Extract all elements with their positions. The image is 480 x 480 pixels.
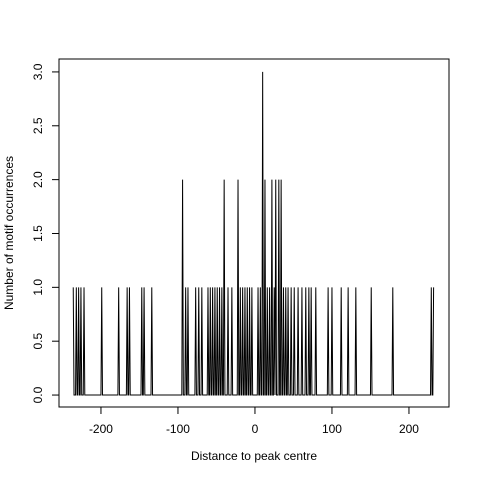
- y-tick-label: 2.5: [31, 117, 45, 134]
- y-tick-label: 1.0: [31, 279, 45, 296]
- y-tick-label: 0.5: [31, 333, 45, 350]
- x-tick-label: -200: [89, 422, 113, 436]
- data-line: [72, 71, 435, 396]
- y-tick-label: 2.0: [31, 171, 45, 188]
- y-tick-label: 3.0: [31, 63, 45, 80]
- x-tick-label: 0: [252, 422, 259, 436]
- plot-frame: [58, 58, 450, 408]
- x-tick-label: 100: [322, 422, 342, 436]
- y-axis-title: Number of motif occurrences: [2, 156, 16, 310]
- y-tick-label: 0.0: [31, 386, 45, 403]
- x-tick-label: 200: [399, 422, 419, 436]
- x-tick-label: -100: [166, 422, 190, 436]
- y-tick-label: 1.5: [31, 225, 45, 242]
- x-axis-title: Distance to peak centre: [191, 449, 317, 463]
